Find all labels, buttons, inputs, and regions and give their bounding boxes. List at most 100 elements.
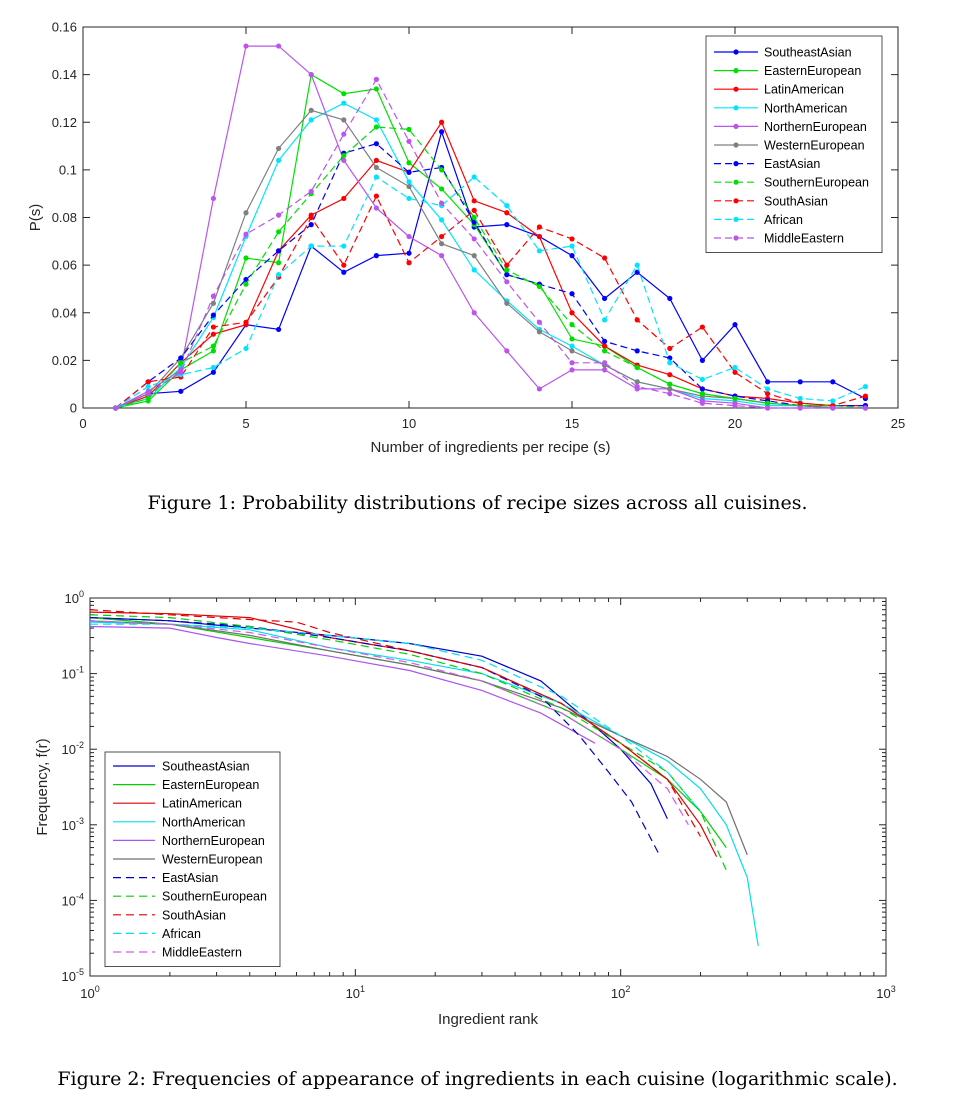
data-point-african xyxy=(797,395,803,402)
data-point-south-asian xyxy=(210,324,216,330)
data-point-middle-eastern xyxy=(634,383,640,390)
data-point-northern-european xyxy=(406,233,412,240)
data-point-eastern-european xyxy=(373,86,379,92)
x-tick-label: 5 xyxy=(242,416,249,431)
data-point-african xyxy=(504,202,510,209)
data-point-east-asian xyxy=(504,272,510,278)
data-point-african xyxy=(732,364,738,371)
legend-marker-south-asian xyxy=(733,198,739,204)
data-point-northern-european xyxy=(471,310,477,316)
legend-label-south-asian: SouthAsian xyxy=(764,194,828,208)
data-point-eastern-european xyxy=(341,91,347,97)
data-point-latin-american xyxy=(373,157,379,163)
data-point-southeast-asian xyxy=(276,326,282,333)
data-point-african xyxy=(830,398,836,404)
data-point-south-asian xyxy=(243,319,249,325)
series-line-east-asian xyxy=(115,143,866,409)
data-point-southern-european xyxy=(471,214,477,221)
y-tick-label: 0.04 xyxy=(52,305,77,320)
data-point-middle-eastern xyxy=(178,369,184,375)
legend-label-southeast-asian: SoutheastAsian xyxy=(162,760,250,774)
data-point-western-european xyxy=(504,300,510,306)
data-point-southeast-asian xyxy=(765,379,771,385)
data-point-middle-eastern xyxy=(830,405,836,411)
data-point-southeast-asian xyxy=(504,222,510,228)
series-line-northern-european xyxy=(89,625,596,744)
data-point-east-asian xyxy=(178,355,184,361)
data-point-southern-european xyxy=(536,283,543,290)
data-point-east-asian xyxy=(406,169,412,175)
data-point-northern-european xyxy=(439,253,445,259)
data-point-south-asian xyxy=(634,317,640,323)
series-line-southeast-asian xyxy=(89,617,668,820)
series-line-north-american xyxy=(115,102,866,409)
data-point-northern-european xyxy=(308,72,314,78)
data-point-south-asian xyxy=(341,262,347,268)
x-tick-label: 10 xyxy=(402,416,416,431)
data-point-african xyxy=(862,383,869,390)
data-point-north-american xyxy=(276,157,282,163)
data-point-middle-eastern xyxy=(243,231,249,237)
tick-base: 10 xyxy=(62,969,76,984)
y-tick-label: 0.1 xyxy=(59,162,77,177)
tick-exponent: 3 xyxy=(891,984,896,994)
legend-marker-eastern-european xyxy=(733,68,739,74)
data-point-african xyxy=(243,345,249,352)
data-point-south-asian xyxy=(308,214,314,221)
tick-exponent: 0 xyxy=(95,984,100,994)
x-tick-label: 103 xyxy=(876,984,895,1001)
y-tick-label: 10-1 xyxy=(62,665,84,682)
tick-base: 10 xyxy=(80,986,94,1001)
legend-label-southern-european: SouthernEuropean xyxy=(162,890,267,904)
data-point-western-european xyxy=(373,164,379,171)
data-point-south-asian xyxy=(602,255,608,261)
data-point-eastern-european xyxy=(210,348,216,354)
data-point-south-asian xyxy=(536,224,543,230)
data-point-middle-eastern xyxy=(439,200,445,206)
tick-exponent: 2 xyxy=(625,984,630,994)
data-point-southern-european xyxy=(210,343,216,349)
data-point-western-european xyxy=(210,300,216,306)
data-point-north-american xyxy=(439,217,445,223)
data-point-middle-eastern xyxy=(602,360,608,366)
data-point-northern-european xyxy=(341,157,347,163)
data-point-western-european xyxy=(536,329,543,335)
data-point-northern-european xyxy=(243,43,249,49)
y-tick-label: 10-4 xyxy=(62,891,84,908)
data-point-southern-european xyxy=(406,126,412,132)
data-point-western-european xyxy=(667,386,673,392)
legend-label-northern-european: NorthernEuropean xyxy=(162,834,265,848)
legend-label-north-american: NorthAmerican xyxy=(162,815,245,829)
figure-2-caption: Figure 2: Frequencies of appearance of i… xyxy=(57,1068,898,1090)
data-point-african xyxy=(276,272,282,278)
legend-label-african: African xyxy=(162,927,201,941)
data-point-southern-european xyxy=(765,400,771,406)
data-point-south-asian xyxy=(145,379,151,385)
data-point-east-asian xyxy=(667,355,673,361)
y-tick-label: 100 xyxy=(65,589,84,606)
legend-marker-east-asian xyxy=(733,161,739,167)
chart-ingredient-frequency: 100 101 102 10310010-110-210-310-410-5Ingre… xyxy=(34,589,896,1028)
data-point-southern-european xyxy=(341,152,347,159)
series-line-southern-european xyxy=(115,126,866,409)
series-line-western-european xyxy=(89,620,748,856)
data-point-southern-european xyxy=(178,360,184,366)
data-point-northern-european xyxy=(373,205,379,211)
y-tick-label: 0.08 xyxy=(52,210,77,225)
data-point-north-american xyxy=(569,343,575,349)
data-point-middle-eastern xyxy=(667,391,673,397)
x-tick-label: 102 xyxy=(611,984,630,1001)
data-point-african xyxy=(471,174,477,180)
data-point-western-european xyxy=(276,145,282,152)
y-tick-label: 10-3 xyxy=(62,816,84,833)
data-point-south-asian xyxy=(732,369,738,375)
tick-exponent: 0 xyxy=(79,589,84,599)
y-axis-label: Frequency, f(r) xyxy=(34,738,51,835)
data-point-middle-eastern xyxy=(210,293,216,299)
data-point-southeast-asian xyxy=(210,369,216,375)
legend-label-western-european: WesternEuropean xyxy=(764,139,865,153)
series-line-southeast-asian xyxy=(115,129,866,409)
data-point-southern-european xyxy=(145,395,151,402)
series-line-african xyxy=(90,623,701,812)
